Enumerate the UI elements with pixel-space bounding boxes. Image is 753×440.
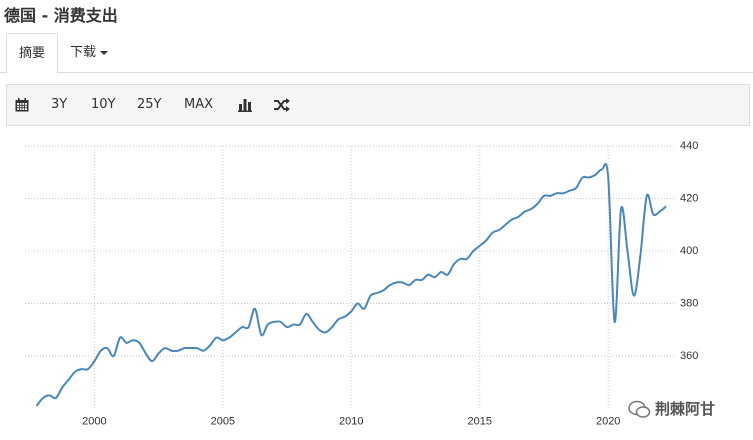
bar-chart-icon[interactable] [238, 98, 252, 112]
wechat-icon [628, 400, 651, 418]
y-tick-label: 380 [680, 297, 698, 309]
data-line [35, 162, 667, 407]
tab-label[interactable]: 下载 [70, 45, 97, 60]
tab-download[interactable]: 下载 [70, 33, 109, 72]
calendar-icon[interactable] [15, 98, 29, 112]
toolbar: 3Y 10Y 25Y MAX [6, 84, 750, 126]
page-title: 德国 - 消费支出 [4, 6, 118, 25]
range-button[interactable]: 25Y [137, 97, 162, 112]
y-tick-label: 420 [680, 192, 698, 204]
x-tick-label: 2020 [596, 415, 620, 427]
range-button[interactable]: 10Y [91, 97, 116, 112]
x-tick-label: 2015 [468, 415, 492, 427]
x-tick-label: 2010 [339, 415, 363, 427]
tab-summary[interactable]: 摘要 [6, 33, 58, 74]
x-tick-label: 2005 [211, 415, 235, 427]
y-tick-label: 360 [680, 350, 698, 362]
y-tick-label: 400 [680, 245, 698, 257]
x-tick-label: 2000 [82, 415, 106, 427]
range-button[interactable]: 3Y [51, 97, 68, 112]
y-tick-label: 440 [680, 140, 698, 152]
range-button[interactable]: MAX [184, 97, 214, 112]
shuffle-icon[interactable] [274, 98, 290, 112]
caret [100, 50, 109, 55]
tab-divider [0, 72, 753, 73]
watermark: 荆棘阿甘 [655, 400, 716, 418]
